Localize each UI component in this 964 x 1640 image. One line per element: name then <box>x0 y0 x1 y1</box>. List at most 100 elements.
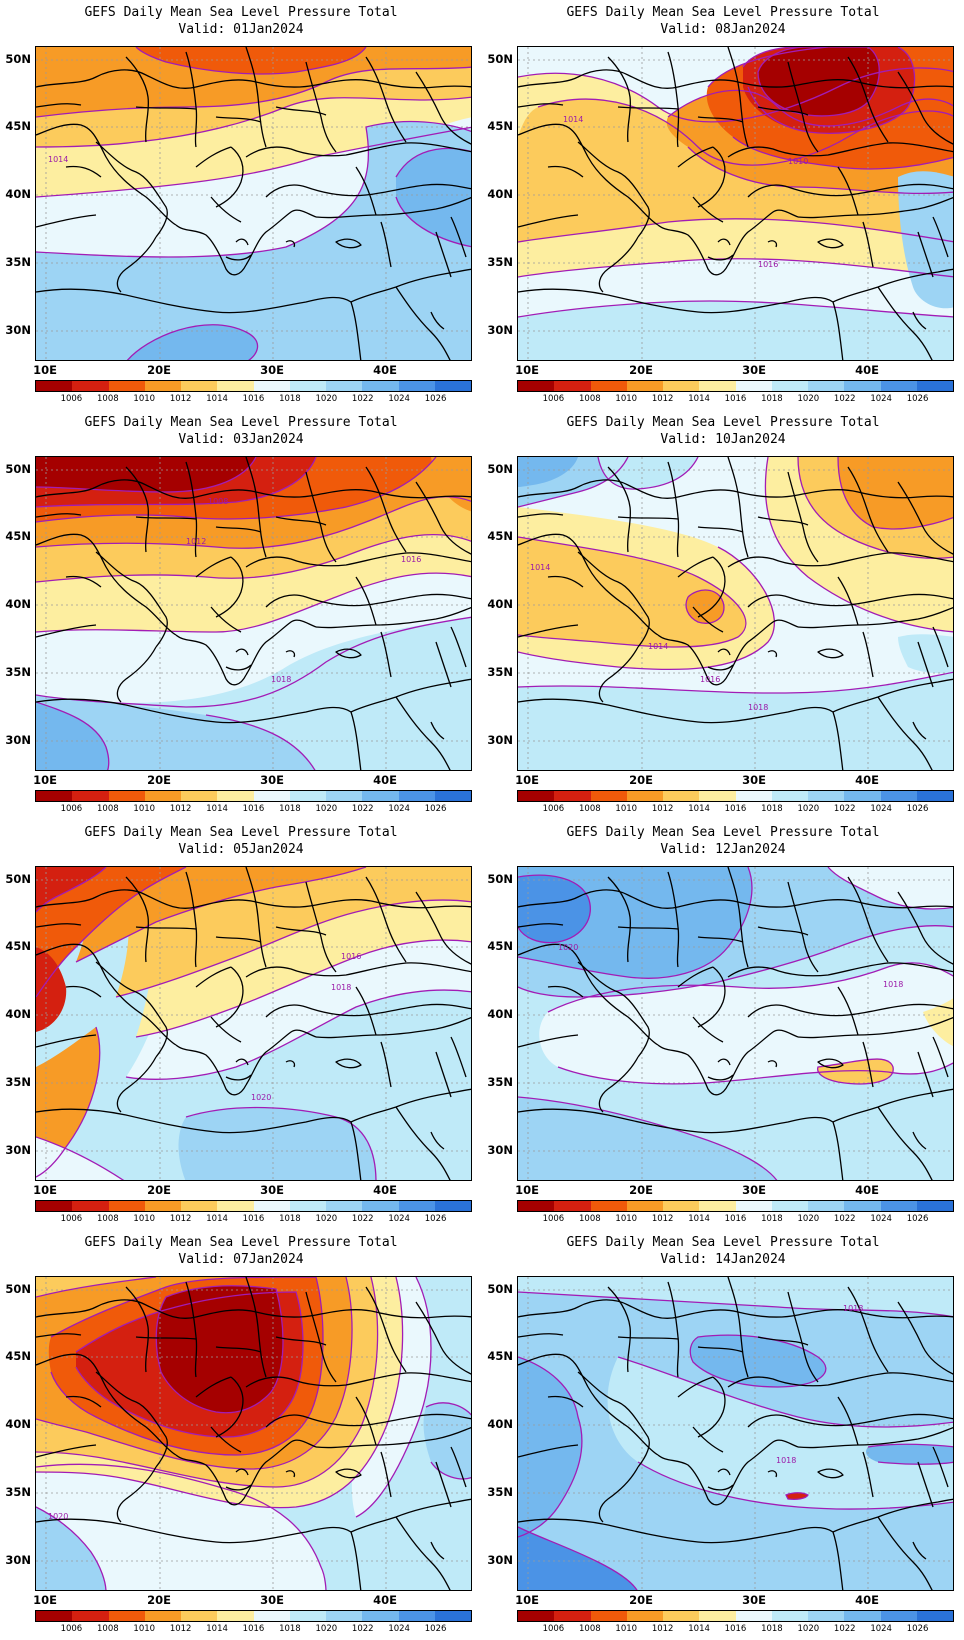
colorbar-swatch <box>590 381 627 391</box>
border-line <box>917 1446 949 1508</box>
pressure-band-1026 <box>518 1527 637 1590</box>
colorbar-swatch <box>326 381 363 391</box>
border-line <box>877 1516 933 1590</box>
longitude-label: 10E <box>33 773 57 787</box>
border-line <box>125 56 150 143</box>
colorbar-level-label: 1024 <box>870 1214 892 1224</box>
colorbar-level-label: 1006 <box>542 394 565 404</box>
border-line <box>697 936 744 943</box>
border-line <box>355 1396 377 1446</box>
border-line <box>677 146 726 208</box>
longitude-label: 30E <box>260 363 284 377</box>
border-line <box>692 196 724 223</box>
longitude-label: 40E <box>855 363 879 377</box>
border-line <box>607 876 632 963</box>
isobar-line <box>518 925 953 998</box>
border-line <box>862 631 874 678</box>
colorbar-swatch <box>808 791 845 801</box>
colorbar-level-label: 1024 <box>388 394 410 404</box>
panel-title: GEFS Daily Mean Sea Level Pressure Total <box>84 1235 398 1250</box>
latitude-label: 50N <box>487 872 513 886</box>
border-line <box>518 479 739 499</box>
colorbar-level-label: 1008 <box>579 804 601 814</box>
panel-title: GEFS Daily Mean Sea Level Pressure Total <box>84 5 398 20</box>
longitude-label: 40E <box>373 1593 397 1607</box>
border-line <box>335 1468 362 1479</box>
border-line <box>767 240 778 248</box>
border-line <box>657 224 729 276</box>
latitude-label: 35N <box>487 1075 513 1089</box>
colorbar-swatch <box>880 381 917 391</box>
border-line <box>305 61 337 153</box>
colorbar-level-label: 1020 <box>797 394 820 404</box>
border-line <box>697 526 744 533</box>
border-line <box>185 461 198 558</box>
pressure-band-1018 <box>36 117 471 257</box>
colorbar-swatch <box>326 791 363 801</box>
colorbar-swatch <box>663 791 700 801</box>
border-line <box>305 471 337 563</box>
border-line <box>518 288 834 314</box>
colorbar-level-label: 1024 <box>388 804 410 814</box>
colorbar-swatch <box>699 1611 736 1621</box>
latitude-label: 50N <box>5 1282 31 1296</box>
border-line <box>380 631 392 678</box>
colorbar-swatch <box>108 1201 145 1211</box>
border-line <box>747 593 953 608</box>
border-line <box>747 1003 953 1018</box>
isobar-line <box>36 701 110 770</box>
border-line <box>727 867 749 968</box>
isobar-line <box>36 1506 107 1590</box>
isobar-line <box>36 867 187 998</box>
border-line <box>335 1058 362 1069</box>
coastlines-borders <box>518 1277 953 1590</box>
colorbar-level-label: 1018 <box>761 1624 783 1634</box>
colorbar-swatch <box>626 1201 663 1211</box>
colorbar-swatch <box>144 1611 181 1621</box>
colorbar-swatch <box>253 791 290 801</box>
border-line <box>36 533 177 636</box>
border-line <box>195 966 244 1028</box>
colorbar-swatch <box>880 1201 917 1211</box>
pressure-band-1022 <box>36 121 471 360</box>
border-line <box>36 214 97 228</box>
latitude-label: 30N <box>487 733 513 747</box>
border-line <box>767 650 778 658</box>
colorbar-level-label: 1014 <box>688 804 710 814</box>
longitude-label: 10E <box>515 1593 539 1607</box>
pressure-map-svg: 1014 1010 1016 <box>518 47 953 360</box>
border-line <box>315 1426 471 1449</box>
colorbar-swatch <box>362 791 399 801</box>
longitude-label: 30E <box>260 1183 284 1197</box>
colorbar-swatch <box>699 1201 736 1211</box>
colorbar-level-label: 1006 <box>542 804 565 814</box>
border-line <box>897 481 953 555</box>
isobar-label: 1020 <box>48 1512 68 1521</box>
pressure-map-svg: 1014 <box>36 47 471 360</box>
border-line <box>350 678 471 713</box>
isobars <box>36 47 471 360</box>
longitude-label: 30E <box>742 363 766 377</box>
border-line <box>265 1003 471 1018</box>
border-line <box>355 986 377 1036</box>
isobar-line <box>115 899 471 998</box>
border-line <box>692 606 724 633</box>
border-line <box>817 238 844 249</box>
isobar-label: 1016 <box>401 555 421 564</box>
panel-title: GEFS Daily Mean Sea Level Pressure Total <box>566 825 880 840</box>
pressure-band-1024 <box>36 702 109 770</box>
isobars <box>36 1277 471 1590</box>
latitude-label: 35N <box>5 255 31 269</box>
border-line <box>877 286 933 360</box>
border-line <box>707 238 734 261</box>
isobar-line <box>36 1277 379 1488</box>
map-panel: GEFS Daily Mean Sea Level Pressure Total… <box>482 0 964 410</box>
colorbar-swatch <box>434 1611 471 1621</box>
border-line <box>767 1470 778 1478</box>
border-line <box>245 1029 317 1086</box>
colorbar-level-label: 1008 <box>579 394 601 404</box>
border-line <box>832 268 953 303</box>
border-line <box>245 1277 267 1378</box>
panel-title: GEFS Daily Mean Sea Level Pressure Total <box>84 825 398 840</box>
longitude-label: 20E <box>147 773 171 787</box>
